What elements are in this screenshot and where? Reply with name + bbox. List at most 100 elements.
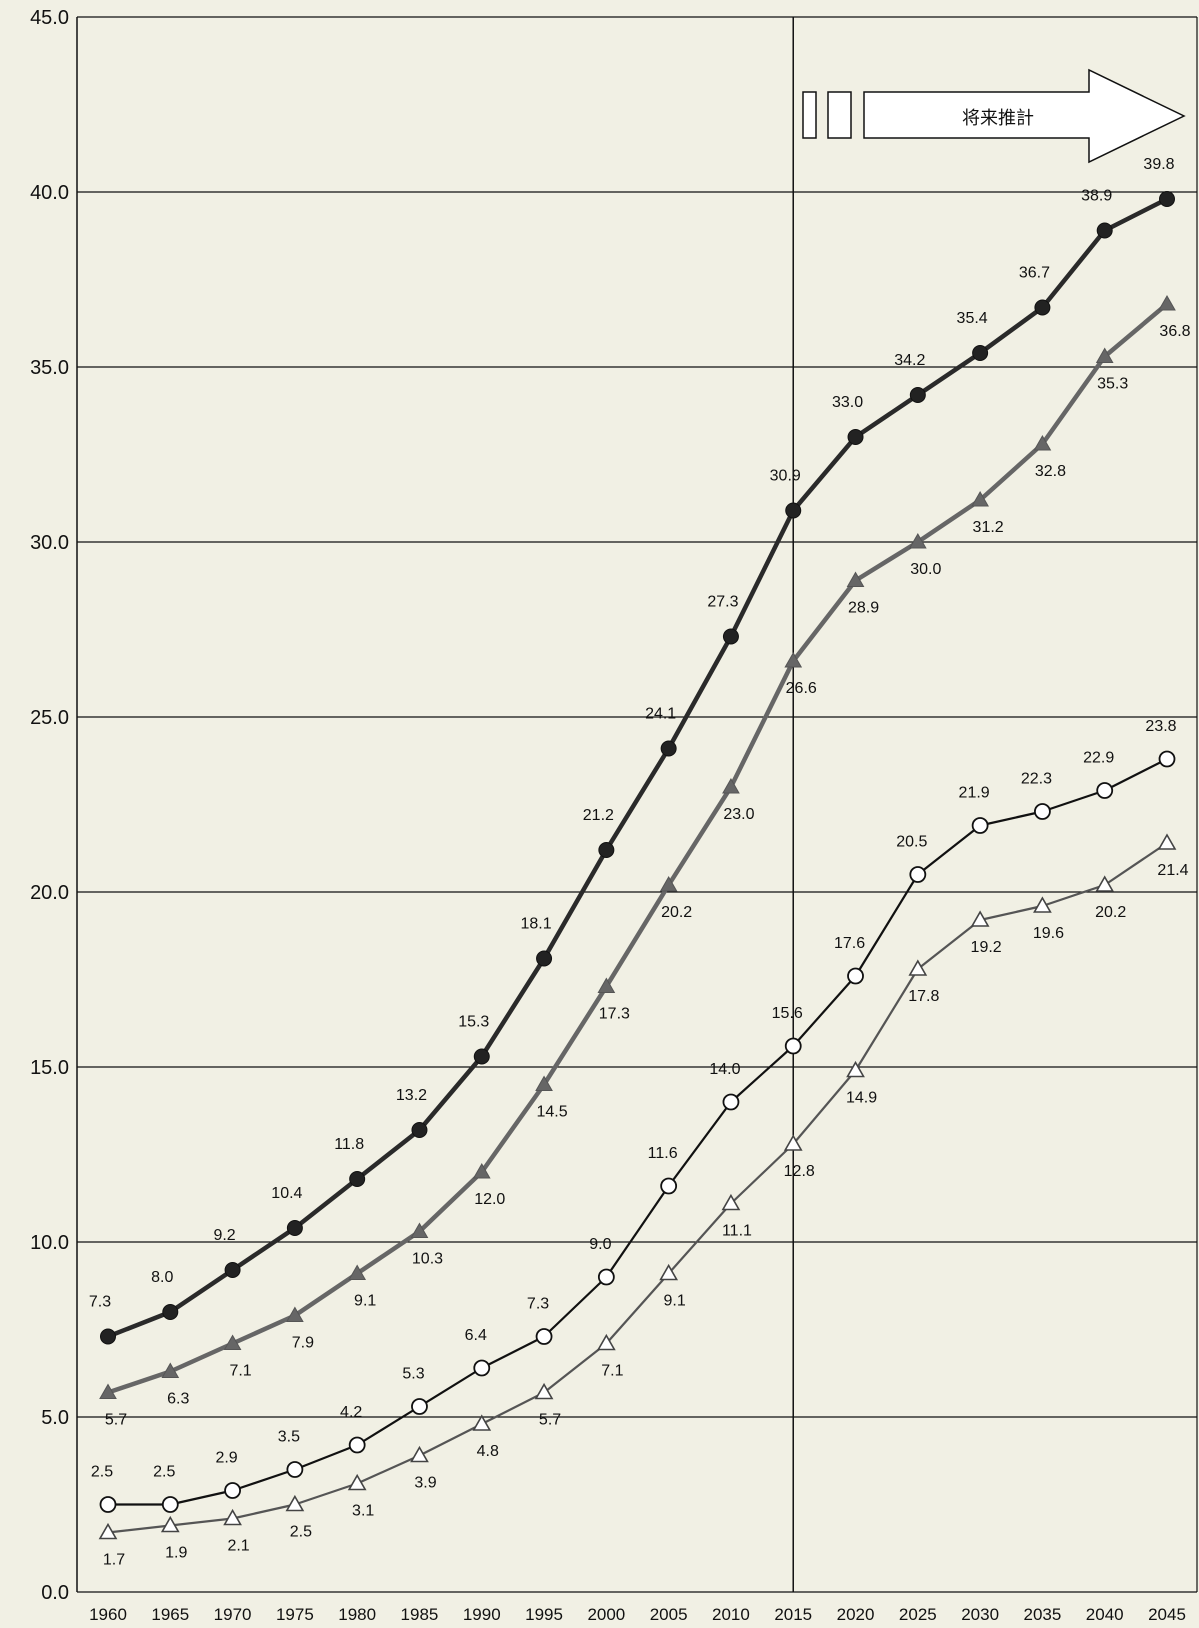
data-label: 26.6 <box>786 680 817 697</box>
data-point <box>472 1414 492 1431</box>
data-label: 32.8 <box>1035 463 1066 480</box>
data-label: 7.3 <box>527 1296 549 1313</box>
data-point <box>411 1398 428 1415</box>
data-point <box>410 1445 429 1463</box>
data-label: 19.6 <box>1033 925 1064 942</box>
data-point <box>847 967 864 985</box>
data-point <box>535 1328 553 1345</box>
x-tick-label: 1990 <box>463 1605 501 1624</box>
y-axis: 0.0 5.0 10.0 15.0 20.0 25.0 30.0 35.0 40.0 45.0 <box>30 7 69 1604</box>
data-point <box>1034 803 1051 820</box>
data-label: 3.1 <box>352 1503 374 1520</box>
data-label: 21.4 <box>1157 862 1188 879</box>
x-tick-label: 2045 <box>1148 1605 1186 1624</box>
data-point <box>410 1222 429 1238</box>
projection-arrow <box>863 68 1186 164</box>
data-label: 35.3 <box>1097 376 1128 393</box>
data-point <box>659 1263 679 1281</box>
data-label: 7.9 <box>292 1335 314 1352</box>
data-point <box>349 1171 366 1187</box>
data-label: 1.9 <box>165 1545 187 1562</box>
data-point <box>971 490 989 507</box>
data-point <box>348 1264 367 1280</box>
data-point <box>99 1496 117 1513</box>
x-tick-label: 2040 <box>1086 1605 1124 1624</box>
x-tick-label: 1975 <box>276 1605 314 1624</box>
data-point <box>224 1262 241 1278</box>
data-label: 21.9 <box>959 785 990 802</box>
data-label: 14.9 <box>846 1090 877 1107</box>
data-label: 9.1 <box>354 1293 376 1310</box>
data-label: 27.3 <box>707 594 738 611</box>
data-point <box>223 1334 242 1350</box>
data-label: 7.3 <box>89 1294 111 1311</box>
data-point <box>785 502 802 519</box>
data-point <box>535 1075 553 1091</box>
data-label: 34.2 <box>894 352 925 369</box>
x-tick-label: 2020 <box>837 1605 875 1624</box>
data-label: 14.5 <box>536 1104 567 1121</box>
data-label: 21.2 <box>583 807 614 824</box>
data-point <box>161 1496 179 1513</box>
data-point <box>970 910 990 927</box>
data-point <box>1157 833 1177 850</box>
data-point <box>285 1494 305 1512</box>
data-point <box>161 1362 180 1378</box>
data-point <box>784 1037 802 1055</box>
data-point <box>597 1268 615 1286</box>
data-label: 2.1 <box>227 1538 249 1555</box>
data-label: 5.7 <box>539 1412 561 1429</box>
data-point <box>347 1473 367 1491</box>
x-tick-label: 1960 <box>89 1605 127 1624</box>
data-point <box>659 875 678 892</box>
data-label: 9.0 <box>589 1236 611 1253</box>
data-label: 4.2 <box>340 1404 362 1421</box>
y-tick-label: 30.0 <box>30 532 69 554</box>
data-point <box>598 842 615 858</box>
data-point <box>286 1461 304 1478</box>
data-label: 4.8 <box>477 1443 499 1460</box>
x-tick-label: 2015 <box>774 1605 812 1624</box>
data-label: 2.5 <box>290 1524 312 1541</box>
data-point <box>847 429 864 445</box>
data-point <box>909 387 926 403</box>
data-label: 3.5 <box>278 1429 300 1446</box>
data-label: 6.4 <box>465 1327 487 1344</box>
data-label: 30.0 <box>910 561 941 578</box>
x-axis: 1960 1965 1970 1975 1980 1985 1990 1995 2000 2005… <box>89 1605 1186 1624</box>
x-tick-label: 2035 <box>1023 1605 1061 1624</box>
data-label: 1.7 <box>103 1552 125 1569</box>
x-tick-label: 1980 <box>338 1605 376 1624</box>
data-label: 20.2 <box>1095 904 1126 921</box>
data-point <box>224 1482 241 1499</box>
data-labels: 7.3 8.0 9.2 10.4 11.8 13.2 15.3 18.1 21.2 24.1 27.… <box>89 156 1191 1569</box>
data-label: 10.4 <box>271 1185 302 1202</box>
x-tick-label: 2025 <box>899 1605 937 1624</box>
data-label: 17.6 <box>834 935 865 952</box>
series-line <box>107 842 1168 1534</box>
x-tick-label: 1965 <box>151 1605 189 1624</box>
data-point <box>721 1193 741 1211</box>
data-point <box>1159 191 1175 207</box>
data-label: 35.4 <box>957 310 988 327</box>
data-point <box>846 571 865 587</box>
data-point <box>160 1515 180 1533</box>
y-tick-label: 45.0 <box>30 7 69 29</box>
data-point <box>473 1048 490 1065</box>
data-point <box>534 1382 554 1400</box>
data-point <box>286 1306 304 1322</box>
data-label: 22.3 <box>1021 771 1052 788</box>
data-label: 12.8 <box>784 1163 815 1180</box>
data-point <box>597 977 616 993</box>
data-label: 5.3 <box>402 1366 424 1383</box>
data-point <box>783 1134 803 1151</box>
data-point <box>909 866 927 883</box>
x-tick-label: 2030 <box>961 1605 999 1624</box>
projection-label: 将来推計 <box>962 108 1034 129</box>
data-point <box>162 1304 179 1320</box>
data-label: 13.2 <box>396 1087 427 1104</box>
data-point <box>1034 299 1051 316</box>
data-label: 11.6 <box>648 1145 678 1162</box>
data-label: 28.9 <box>848 600 879 617</box>
